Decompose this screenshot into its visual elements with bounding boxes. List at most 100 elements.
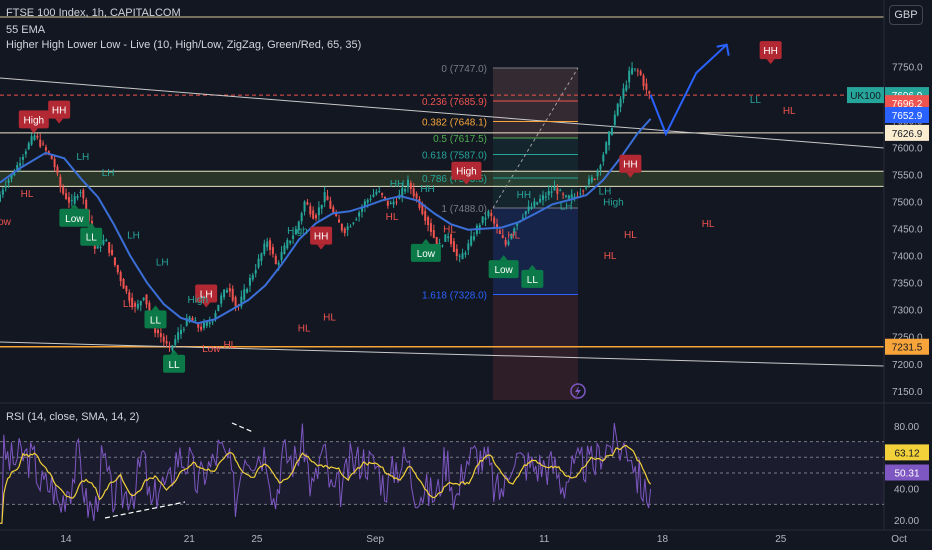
candle-body — [593, 178, 596, 180]
indicator-legend[interactable]: Higher High Lower Low - Live (10, High/L… — [6, 39, 362, 51]
candle-body — [412, 188, 415, 197]
candle-body — [521, 217, 524, 219]
candle-body — [269, 240, 272, 251]
candle-body — [300, 213, 303, 222]
candle-body — [171, 345, 174, 351]
candle-body — [231, 288, 234, 301]
price-tick-label: 7500.0 — [892, 198, 923, 209]
candle-body — [309, 205, 312, 215]
rsi-ma-badge: 63.12 — [885, 444, 929, 461]
pivot-text: HH — [623, 160, 637, 171]
labels-layer: 0 (7747.0) 0.236 (7685.9) 0.382 (7648.1) 0.… — [0, 41, 796, 399]
candle-body — [340, 223, 343, 231]
rsi-legend[interactable]: RSI (14, close, SMA, 14, 2) — [6, 411, 140, 423]
pivot-hh-label: LH — [195, 284, 218, 308]
lightning-icon[interactable] — [570, 383, 586, 399]
pivot-pointer — [29, 128, 38, 134]
candle-body — [349, 226, 352, 228]
candle-body — [392, 201, 395, 205]
fib-level-label: 1.618 (7328.0) — [422, 291, 487, 302]
swing-label: HL — [323, 313, 336, 324]
badge-value: 7231.5 — [892, 343, 923, 354]
candle-body — [136, 303, 139, 309]
pivot-box — [310, 226, 333, 245]
candle-body — [277, 262, 280, 265]
price-badge: 7626.9 — [885, 124, 929, 141]
candle-body — [524, 211, 527, 215]
pivot-pointer — [499, 255, 508, 261]
candle-body — [409, 182, 412, 189]
candle-body — [320, 204, 323, 209]
candle-body — [418, 199, 421, 208]
candle-body — [317, 207, 320, 216]
candle-body — [639, 71, 642, 75]
swing-label: LH — [599, 187, 612, 198]
rsi-pane[interactable]: 80.00 40.00 20.00 63.12 50.31 — [0, 422, 929, 527]
candle-body — [562, 193, 565, 195]
candle-body — [533, 201, 536, 207]
pivot-pointer — [421, 238, 430, 244]
fib-level-label: 0.618 (7587.0) — [422, 151, 487, 162]
candle-body — [496, 224, 499, 229]
pivot-pointer — [87, 222, 96, 228]
candle-body — [458, 255, 461, 257]
candle-body — [202, 322, 205, 328]
fib-top-zone — [493, 67, 578, 139]
pivot-text: HH — [763, 46, 777, 57]
candle-body — [424, 210, 427, 221]
candle-body — [343, 228, 346, 234]
candle-body — [610, 128, 613, 135]
candle-body — [636, 70, 639, 72]
swing-label: HL — [604, 251, 617, 262]
time-tick-label: 25 — [251, 534, 263, 545]
candle-body — [154, 325, 157, 333]
pivot-pointer — [317, 244, 326, 250]
time-tick-label: Sep — [366, 534, 384, 545]
candle-body — [553, 186, 556, 191]
candle-body — [432, 230, 435, 238]
candle-body — [487, 210, 490, 217]
candle-body — [360, 207, 363, 212]
swing-label: Low — [202, 344, 221, 355]
candle-body — [13, 173, 16, 176]
candle-body — [539, 198, 542, 203]
swing-label: HL — [443, 224, 456, 235]
badge-value: 7626.9 — [892, 129, 923, 140]
candle-body — [208, 322, 211, 324]
candle-body — [628, 70, 631, 83]
currency-button[interactable]: GBP — [889, 5, 923, 25]
badge-bg — [885, 124, 929, 141]
ema-legend[interactable]: 55 EMA — [6, 24, 46, 36]
candle-body — [274, 256, 277, 265]
candle-body — [7, 179, 10, 183]
candle-body — [378, 190, 381, 192]
lightning-bolt — [575, 386, 581, 397]
candle-body — [53, 158, 56, 168]
bull-divergence-line — [104, 501, 186, 519]
pivot-text: HH — [314, 232, 328, 243]
candle-body — [148, 302, 151, 315]
time-tick-label: 14 — [60, 534, 72, 545]
price-tick-label: 7350.0 — [892, 279, 923, 290]
candle-body — [157, 329, 160, 334]
pivot-text: LL — [150, 315, 162, 326]
candle-body — [633, 68, 636, 70]
pivot-pointer — [766, 59, 775, 65]
candle-body — [297, 221, 300, 231]
time-axis-layer[interactable]: 14 21 25 Sep 11 18 25 Oct — [0, 529, 932, 545]
pivot-text: LL — [169, 360, 181, 371]
pivot-hh-label: HH — [310, 226, 333, 250]
support-zone — [0, 171, 884, 187]
candle-body — [346, 226, 349, 230]
swing-label: HL — [783, 106, 796, 117]
candle-body — [613, 114, 616, 125]
candle-body — [240, 296, 243, 307]
rsi-tick-label: 80.00 — [894, 422, 919, 433]
candle-body — [59, 176, 62, 188]
pivot-ll-label: LL — [144, 305, 167, 329]
candle-body — [429, 223, 432, 233]
lightning-ring — [570, 383, 586, 399]
candle-body — [326, 195, 329, 201]
